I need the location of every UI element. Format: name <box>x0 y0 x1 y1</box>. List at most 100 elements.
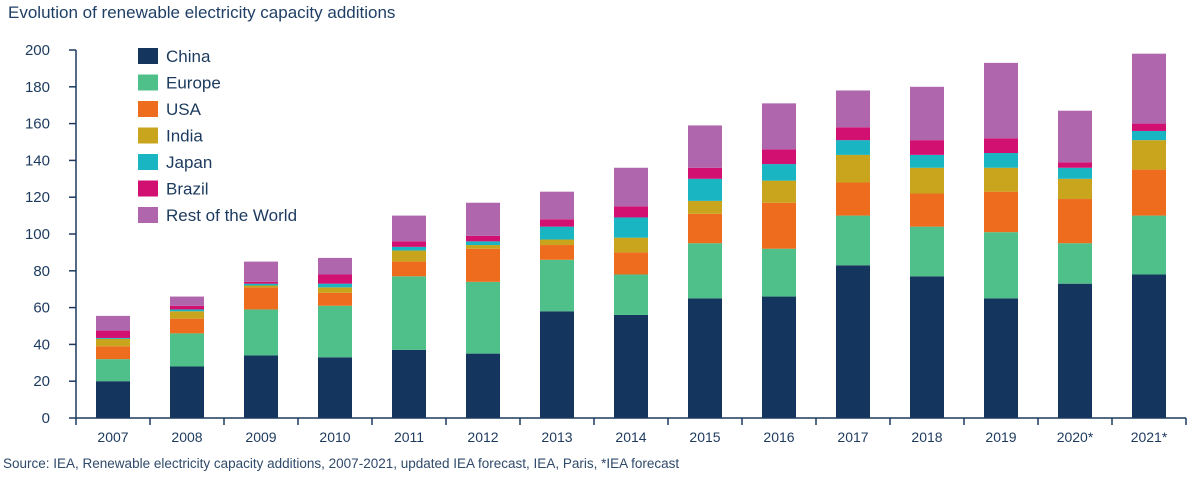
bar-segment <box>688 167 722 179</box>
bar-segment <box>96 338 130 347</box>
bar-segment <box>762 103 796 150</box>
bar-segment <box>1058 162 1092 168</box>
legend-label: India <box>166 127 203 146</box>
bar-segment <box>466 353 500 418</box>
bar-segment <box>318 305 352 358</box>
bar-segment <box>540 191 574 220</box>
bar-segment <box>910 226 944 277</box>
y-tick-label: 140 <box>25 152 50 169</box>
x-tick-label: 2007 <box>97 429 128 445</box>
chart-title: Evolution of renewable electricity capac… <box>8 3 396 22</box>
legend-label: USA <box>166 100 202 119</box>
bar-segment <box>1132 274 1166 418</box>
bar-segment <box>688 243 722 299</box>
bar-segment <box>170 366 204 418</box>
bar-segment <box>244 283 278 286</box>
y-tick-label: 180 <box>25 79 50 96</box>
bar-segment <box>170 309 204 312</box>
bar-segment <box>762 248 796 297</box>
bar-segment <box>984 298 1018 418</box>
bar-segment <box>540 226 574 240</box>
bar-segment <box>836 215 870 266</box>
bar-segment <box>244 309 278 356</box>
legend-label: Brazil <box>166 180 209 199</box>
bar-segment <box>170 318 204 334</box>
bar-segment <box>910 193 944 227</box>
x-axis: 2007 2008 2009 2010 2011 2012 2013 2014 2015 2016… <box>75 417 1187 445</box>
bar-segment <box>1058 110 1092 163</box>
bar-segment <box>910 140 944 155</box>
legend-swatch <box>138 127 158 144</box>
y-tick-label: 40 <box>33 336 50 353</box>
legend-swatch <box>138 101 158 117</box>
bar-segment <box>614 252 648 275</box>
bar-segment <box>96 330 130 338</box>
x-tick-label: 2021* <box>1131 429 1168 445</box>
bar-segment <box>688 298 722 418</box>
bar-segment <box>540 219 574 227</box>
bar-segment <box>836 265 870 418</box>
bar-segment <box>688 125 722 168</box>
bar-segment <box>170 296 204 306</box>
x-tick-label: 2017 <box>837 429 868 445</box>
bar-segment <box>836 154 870 183</box>
bar-segment <box>614 274 648 315</box>
bar-segment <box>466 281 500 354</box>
x-tick-label: 2019 <box>985 429 1016 445</box>
bar-segment <box>1058 283 1092 418</box>
bar-segment <box>392 246 426 251</box>
x-tick-label: 2014 <box>615 429 646 445</box>
x-tick-label: 2020* <box>1057 429 1094 445</box>
bar-segment <box>910 167 944 194</box>
bars <box>96 53 1166 418</box>
bar-segment <box>392 241 426 247</box>
bar-segment <box>466 248 500 282</box>
bar-segment <box>466 202 500 236</box>
y-tick-label: 60 <box>33 300 50 317</box>
legend-label: China <box>166 47 211 66</box>
bar-segment <box>1132 169 1166 216</box>
bar-segment <box>688 213 722 244</box>
bar-segment <box>762 296 796 418</box>
bar-segment <box>244 355 278 418</box>
bar-segment <box>762 202 796 249</box>
bar-segment <box>762 149 796 165</box>
bar-segment <box>836 182 870 216</box>
legend-label: Japan <box>166 153 212 172</box>
bar-segment <box>392 276 426 350</box>
legend-label: Rest of the World <box>166 206 297 225</box>
y-axis: 0 20 40 60 80 100 120 140 160 180 200 <box>25 42 77 427</box>
bar-segment <box>466 241 500 246</box>
x-tick-label: 2012 <box>467 429 498 445</box>
bar-segment <box>1132 130 1166 141</box>
bar-segment <box>984 191 1018 233</box>
bar-segment <box>244 261 278 282</box>
bar-segment <box>836 90 870 128</box>
bar-segment <box>1132 123 1166 131</box>
bar-segment <box>318 287 352 293</box>
bar-segment <box>96 346 130 360</box>
bar-segment <box>318 283 352 288</box>
legend-swatch <box>138 48 158 64</box>
bar-segment <box>170 305 204 310</box>
bar-segment <box>836 127 870 141</box>
x-tick-label: 2009 <box>245 429 276 445</box>
x-tick-label: 2011 <box>394 429 424 445</box>
bar-segment <box>984 232 1018 299</box>
y-tick-label: 200 <box>25 42 50 59</box>
x-tick-label: 2010 <box>319 429 350 445</box>
x-tick-label: 2013 <box>541 429 572 445</box>
x-tick-label: 2015 <box>689 429 720 445</box>
y-tick-label: 80 <box>33 263 50 280</box>
bar-segment <box>984 153 1018 168</box>
bar-segment <box>466 235 500 242</box>
legend-swatch <box>138 207 158 223</box>
y-tick-label: 160 <box>25 116 50 133</box>
bar-segment <box>466 245 500 249</box>
bar-segment <box>984 138 1018 154</box>
bar-segment <box>244 287 278 310</box>
bar-segment <box>762 164 796 181</box>
bar-segment <box>1132 53 1166 124</box>
bar-segment <box>392 250 426 262</box>
